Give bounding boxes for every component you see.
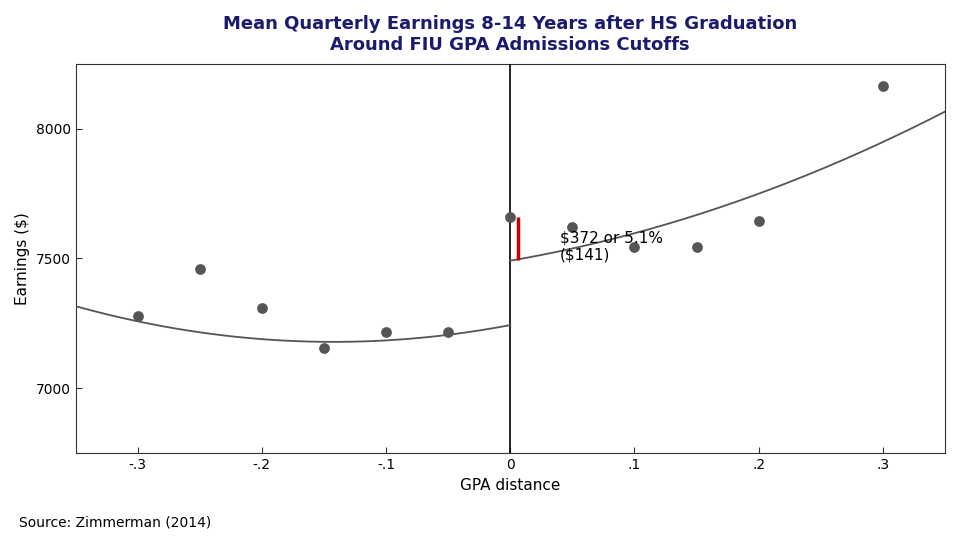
Text: Source: Zimmerman (2014): Source: Zimmerman (2014) — [19, 515, 211, 529]
Point — [627, 242, 642, 251]
Point — [254, 303, 270, 312]
Y-axis label: Earnings ($): Earnings ($) — [15, 212, 30, 305]
Point — [689, 242, 705, 251]
Point — [503, 213, 518, 221]
Point — [192, 265, 207, 273]
Text: $372 or 5.1%
($141): $372 or 5.1% ($141) — [560, 231, 663, 263]
Title: Mean Quarterly Earnings 8-14 Years after HS Graduation
Around FIU GPA Admissions: Mean Quarterly Earnings 8-14 Years after… — [223, 15, 798, 54]
Point — [316, 343, 331, 352]
Point — [564, 223, 580, 232]
Point — [441, 328, 456, 337]
X-axis label: GPA distance: GPA distance — [460, 477, 561, 492]
Point — [876, 82, 891, 90]
Point — [751, 217, 766, 225]
Point — [378, 328, 394, 337]
Point — [130, 311, 145, 320]
